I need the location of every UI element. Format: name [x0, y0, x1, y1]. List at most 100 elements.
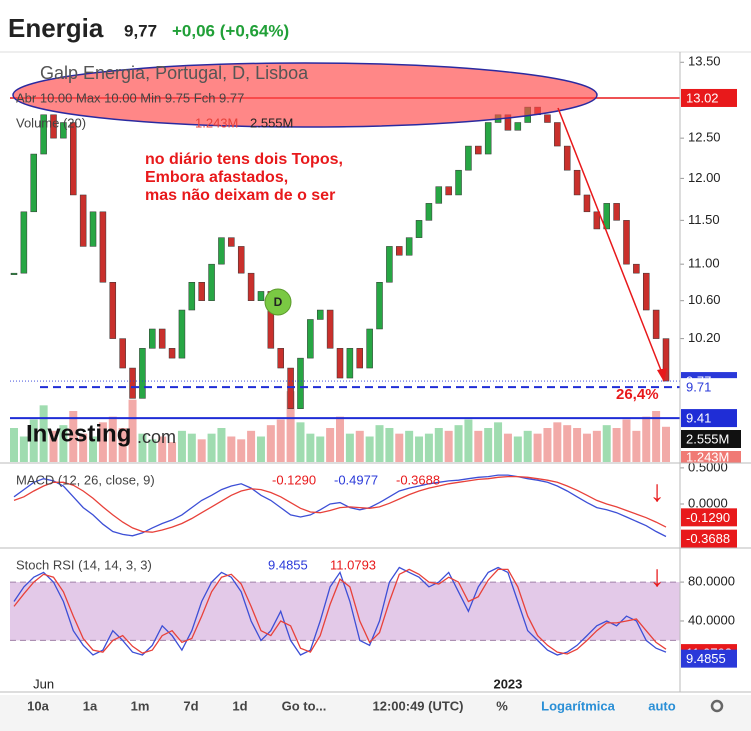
readout: 11.0793 [330, 557, 376, 572]
volume-bar [405, 430, 414, 462]
volume-bar [543, 428, 552, 462]
toolbar-button[interactable]: % [496, 698, 508, 713]
candle [60, 122, 67, 139]
y-tick-label: 12.50 [688, 130, 721, 145]
volume-bar [256, 436, 265, 462]
candle [563, 145, 571, 171]
toolbar-button[interactable]: Logarítmica [541, 698, 615, 713]
charts: 13.50 12.50 12.00 11.50 11.00 10.60 10.20 13.02… [0, 52, 751, 713]
candle [307, 319, 314, 359]
volume-bar [444, 430, 453, 462]
toolbar-button[interactable]: 12:00:49 (UTC) [372, 698, 463, 713]
volume-bar [474, 430, 483, 462]
candle [435, 186, 443, 204]
volume-bar [69, 411, 78, 462]
x-tick-label: 2023 [493, 676, 522, 691]
y-tick-label: 10.20 [688, 330, 721, 345]
price-box-label: -0.1290 [686, 510, 730, 525]
volume-bar [138, 433, 147, 462]
volume-bar [39, 405, 48, 462]
candle [336, 348, 344, 379]
volume-legend-value: 2.555M [250, 115, 293, 130]
toolbar-button[interactable]: 1m [131, 698, 150, 713]
y-tick-label: 11.00 [688, 256, 720, 271]
volume-bar [642, 416, 651, 462]
volume-bar [573, 428, 582, 462]
volume-bar [602, 425, 611, 462]
volume-legend-value: 1.243M [195, 115, 238, 130]
candle [386, 246, 393, 283]
annotation: no diário tens dois Topos, [145, 151, 343, 168]
band [10, 582, 680, 641]
volume-bar [345, 433, 354, 462]
volume-bar [494, 422, 503, 462]
x-tick-label: Jun [33, 676, 54, 691]
candle [613, 203, 620, 221]
candle [168, 348, 176, 359]
volume-bar [247, 430, 256, 462]
y-tick-label: 0.0000 [688, 495, 728, 510]
candle [573, 169, 581, 196]
annotation: mas não deixam de o ser [145, 187, 335, 204]
volume-bar [266, 425, 275, 462]
y-tick-label: 80.0000 [688, 574, 735, 589]
indicator-line [13, 475, 667, 533]
indicator-title: Stoch RSI (14, 14, 3, 3) [16, 557, 152, 572]
arrow-head [657, 368, 667, 382]
candle [544, 114, 551, 123]
candle [30, 153, 38, 213]
price-box [681, 409, 737, 428]
volume-bar [237, 439, 246, 462]
volume-bar [316, 436, 325, 462]
volume-bar [582, 433, 591, 462]
candle [99, 211, 107, 283]
price-box-label: 9.4855 [686, 651, 726, 666]
price-box-label: 9.71 [686, 380, 711, 395]
candle [662, 338, 670, 382]
candle [129, 367, 136, 399]
volume-bar [306, 433, 315, 462]
y-tick-label: 0.5000 [688, 459, 728, 474]
candle [425, 203, 433, 221]
price-box-label: 9.41 [686, 411, 711, 426]
y-tick-label: 13.50 [688, 54, 721, 69]
volume-bar [553, 422, 562, 462]
candle [376, 282, 383, 330]
candle [297, 357, 304, 409]
candle [10, 272, 18, 275]
indicator-line [13, 566, 667, 656]
candle [346, 348, 354, 379]
candle [316, 309, 324, 320]
annotation: Embora afastados, [145, 169, 288, 186]
change-label: 26,4% [616, 386, 659, 403]
readout: -0.3688 [396, 472, 440, 487]
volume-bar [19, 436, 28, 462]
gear-icon[interactable] [710, 699, 724, 713]
toolbar-button[interactable]: 1d [232, 698, 247, 713]
toolbar-button[interactable]: auto [648, 698, 676, 713]
candle [484, 122, 492, 155]
toolbar-button[interactable]: 7d [183, 698, 198, 713]
candle [455, 169, 462, 196]
volume-bar [286, 391, 295, 462]
toolbar-button[interactable]: 10a [27, 698, 49, 713]
volume-bar [276, 419, 285, 462]
down-arrow: ↓ [650, 560, 665, 593]
volume-bar [336, 416, 344, 462]
volume-bar [29, 419, 38, 462]
volume-box-label: 1.243M [686, 449, 729, 464]
volume-bar [49, 430, 58, 462]
volume-bar [563, 425, 572, 462]
price-box [681, 88, 737, 107]
volume-bar [523, 430, 532, 462]
readout: -0.4977 [334, 472, 378, 487]
y-tick-label: 11.50 [688, 212, 720, 227]
toolbar-button[interactable]: 1a [83, 698, 98, 713]
y-tick-label: 12.00 [688, 170, 721, 185]
y-tick-label: 40.0000 [688, 612, 735, 627]
volume-bar [148, 439, 157, 462]
candle [554, 122, 561, 147]
candle [642, 272, 650, 311]
candle [415, 220, 423, 238]
toolbar-button[interactable]: Go to... [282, 698, 327, 713]
